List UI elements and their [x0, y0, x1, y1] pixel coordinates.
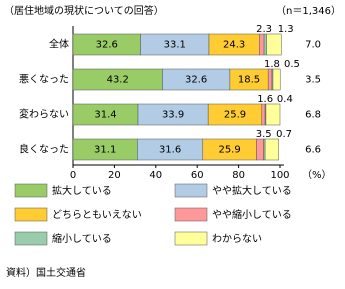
- value-label: 7.0: [305, 40, 321, 51]
- value-label: 24.3: [223, 40, 245, 51]
- value-label: 32.6: [185, 75, 207, 86]
- value-label: 1.6: [257, 94, 273, 105]
- value-label: 33.1: [164, 40, 186, 51]
- x-axis-label: （%）: [302, 169, 332, 181]
- value-label: 31.6: [159, 145, 181, 156]
- bar-segment: [265, 103, 281, 126]
- y-tick-label: 良くなった: [19, 143, 69, 156]
- legend-label: どちらともいえない: [52, 209, 142, 221]
- x-tick-label: 20: [108, 170, 121, 181]
- legend-swatch: [174, 231, 208, 246]
- value-label: 6.8: [305, 110, 321, 121]
- value-label: 25.9: [218, 145, 240, 156]
- value-label: 6.6: [305, 145, 321, 156]
- y-tick-label: 変わらない: [19, 108, 69, 121]
- value-label: 1.3: [278, 24, 294, 35]
- bar-segment: [264, 138, 280, 161]
- y-tick-label: 全体: [49, 38, 69, 51]
- x-tick-label: 80: [232, 170, 245, 181]
- value-label: 43.2: [107, 75, 129, 86]
- y-tick-label: 悪くなった: [19, 74, 69, 86]
- value-label: 31.4: [94, 110, 116, 121]
- value-label: 1.8: [264, 59, 280, 70]
- legend-label: わからない: [212, 233, 262, 245]
- x-tick-label: 40: [149, 170, 162, 181]
- bar-segment: [256, 138, 264, 161]
- legend-label: やや拡大している: [212, 184, 292, 197]
- source: 資料）国土交通省: [6, 266, 86, 279]
- legend-label: 縮小している: [52, 232, 112, 245]
- value-label: 25.9: [224, 110, 246, 121]
- legend-swatch: [174, 207, 208, 222]
- chart-title: （居住地域の現状についての回答）: [4, 4, 164, 17]
- legend-swatch: [14, 207, 48, 222]
- value-label: 3.5: [256, 129, 272, 140]
- legend-swatch: [14, 183, 48, 198]
- bar-segment: [261, 103, 266, 126]
- x-tick-label: 60: [191, 170, 204, 181]
- bar-segment: [266, 33, 282, 56]
- legend-label: やや縮小している: [212, 208, 292, 221]
- value-label: 33.9: [162, 110, 184, 121]
- value-label: 32.6: [96, 40, 118, 51]
- x-tick-label: 100: [270, 170, 289, 181]
- bar-segment: [259, 33, 265, 56]
- value-label: 3.5: [305, 75, 321, 86]
- legend-swatch: [174, 183, 208, 198]
- value-label: 0.7: [276, 129, 292, 140]
- value-label: 2.3: [256, 24, 272, 35]
- x-tick-label: 0: [70, 170, 76, 181]
- chart-subtitle: （n＝1,346）: [276, 5, 341, 17]
- bar-segment: [272, 68, 281, 91]
- value-label: 0.4: [277, 94, 293, 105]
- bar-segment: [263, 33, 268, 56]
- legend-swatch: [14, 231, 48, 246]
- legend-label: 拡大している: [52, 184, 112, 197]
- value-label: 18.5: [238, 75, 260, 86]
- value-label: 31.1: [94, 145, 116, 156]
- value-label: 0.5: [284, 59, 300, 70]
- bar-segment: [267, 68, 273, 91]
